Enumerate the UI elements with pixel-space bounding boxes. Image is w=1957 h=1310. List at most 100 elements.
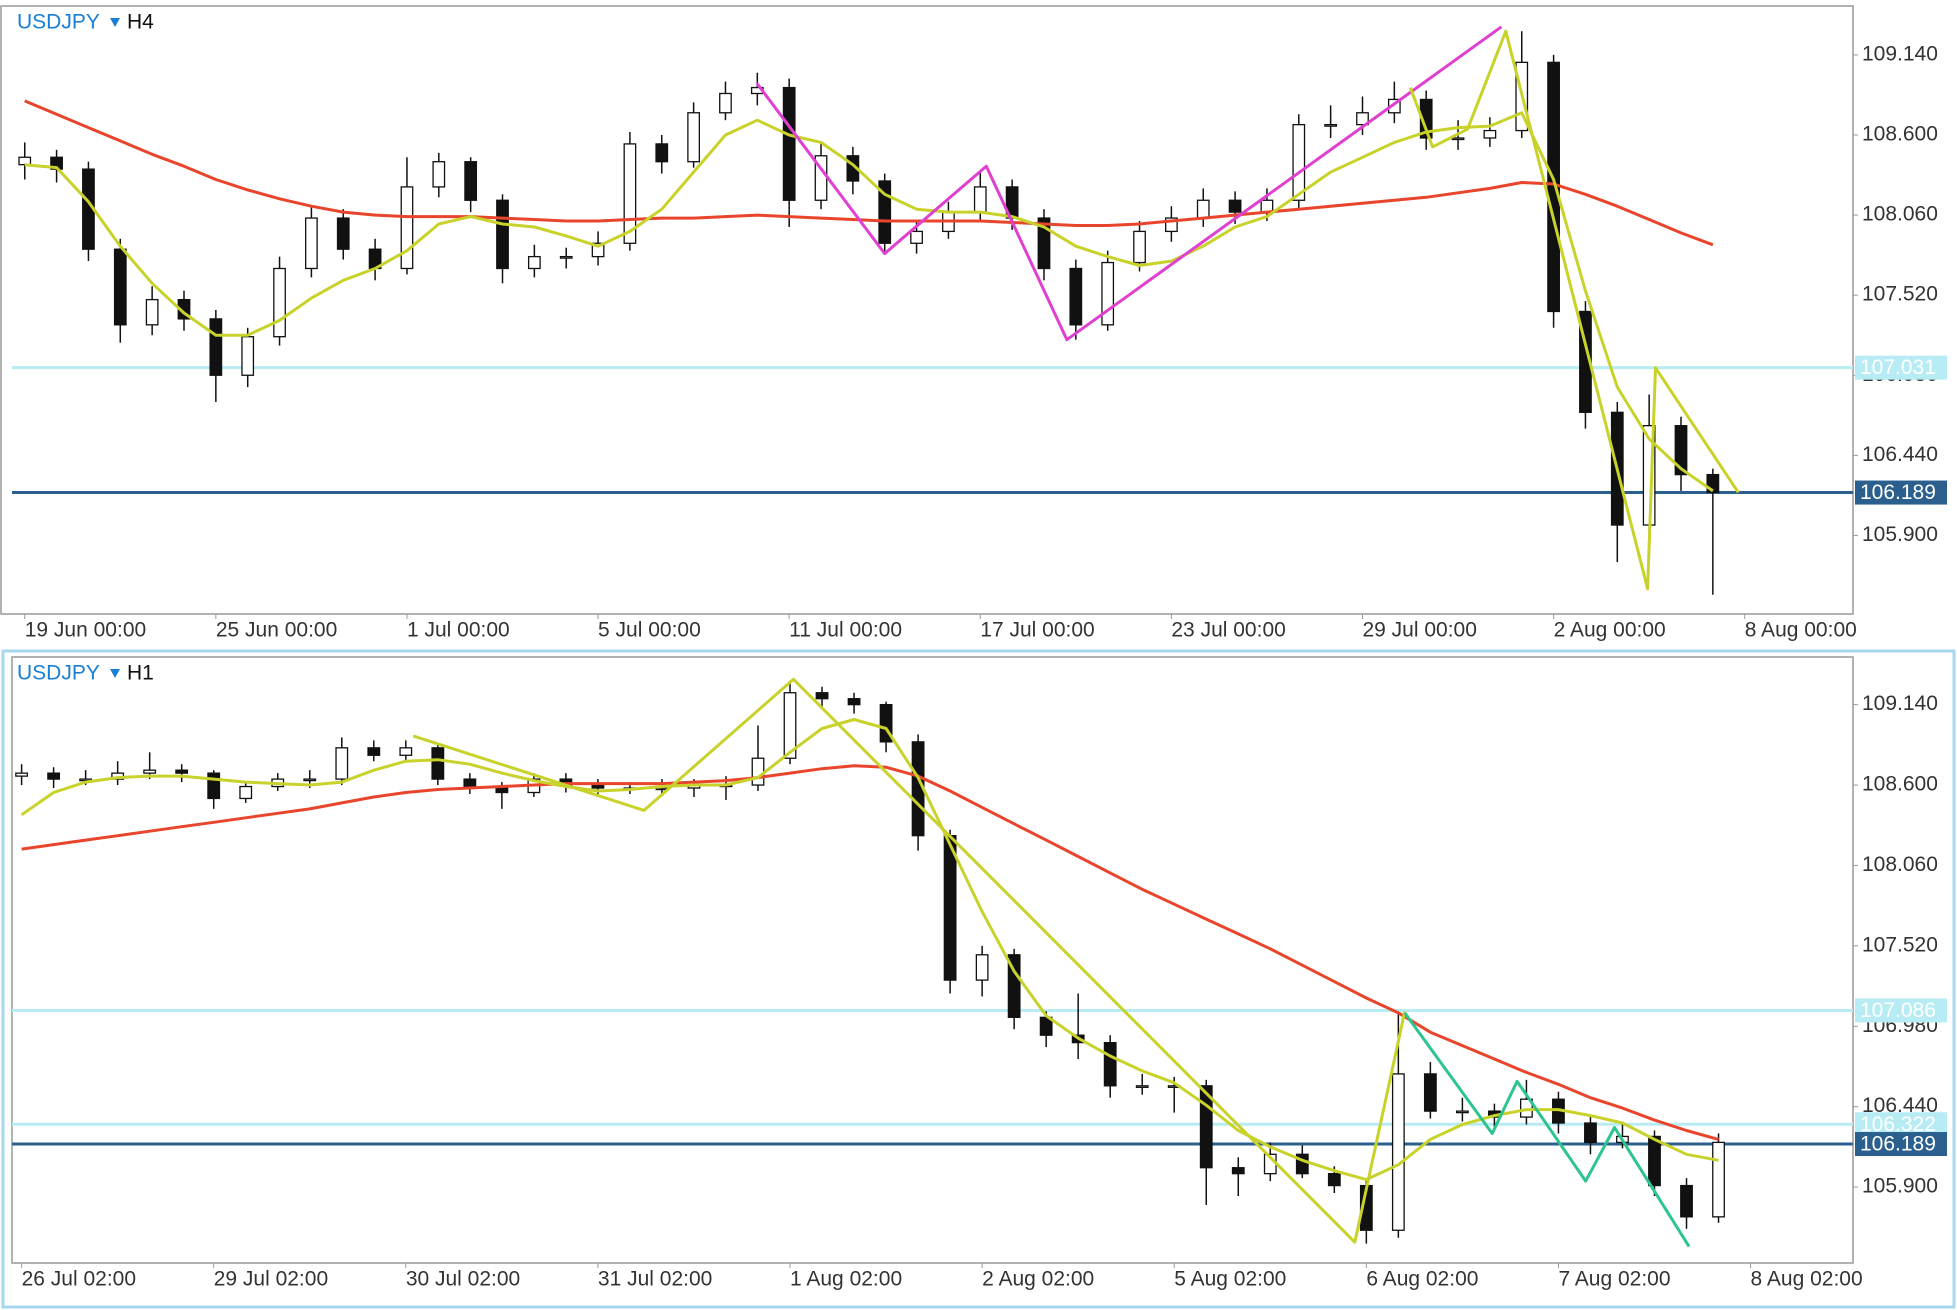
- candle-body: [15, 772, 29, 777]
- candle-body: [303, 778, 317, 782]
- candle-body: [239, 785, 253, 800]
- candle-body: [751, 757, 765, 786]
- candle-body: [527, 255, 541, 270]
- candle-body: [943, 835, 957, 981]
- candle-body: [591, 242, 605, 258]
- candle-body: [815, 692, 829, 700]
- candle-body: [241, 336, 255, 376]
- symbol[interactable]: USDJPY: [17, 662, 100, 685]
- candle-body: [305, 217, 318, 270]
- candle-body: [879, 703, 893, 743]
- candle-body: [209, 318, 223, 376]
- x-tick-label: 2 Aug 00:00: [1554, 619, 1666, 642]
- price-label-bg: [1855, 998, 1947, 1023]
- candle-body: [910, 230, 923, 244]
- candle-body: [847, 698, 861, 706]
- x-tick-label: 17 Jul 00:00: [980, 619, 1094, 642]
- candle-body: [1423, 1073, 1437, 1112]
- x-tick-label: 2 Aug 02:00: [982, 1268, 1094, 1291]
- candle-body: [400, 186, 414, 270]
- x-tick-label: 19 Jun 00:00: [25, 619, 146, 642]
- candle-body: [1196, 199, 1210, 219]
- candle-body: [143, 769, 157, 774]
- candle-body: [1199, 1085, 1213, 1169]
- symbol[interactable]: USDJPY: [17, 11, 100, 34]
- h1-frame: [11, 656, 1854, 1264]
- price-label: 106.322: [1860, 1113, 1936, 1136]
- price-label: 106.189: [1860, 1133, 1936, 1156]
- candle-body: [1451, 137, 1465, 141]
- candle-body: [1324, 123, 1338, 127]
- timeframe[interactable]: H1: [127, 662, 154, 685]
- candle-body: [1037, 217, 1051, 270]
- candle-body: [335, 747, 349, 780]
- candle-body: [1483, 129, 1497, 139]
- y-tick-label: 109.140: [1862, 42, 1938, 65]
- x-tick-label: 8 Aug 02:00: [1751, 1268, 1863, 1291]
- price-label-bg: [1855, 355, 1947, 380]
- candle-body: [1103, 1041, 1117, 1087]
- candle-body: [1327, 1173, 1341, 1187]
- x-tick-label: 1 Aug 02:00: [790, 1268, 902, 1291]
- timeframe[interactable]: H4: [127, 11, 154, 34]
- candle-body: [1165, 217, 1178, 233]
- candle-body: [367, 747, 381, 756]
- y-tick-label: 108.060: [1862, 203, 1938, 226]
- candle-body: [496, 199, 509, 270]
- y-tick-label: 109.140: [1862, 692, 1938, 715]
- candle-body: [559, 255, 573, 259]
- y-tick-label: 106.440: [1862, 443, 1938, 466]
- candle-body: [719, 92, 732, 114]
- candle-body: [47, 772, 61, 780]
- candle-body: [1292, 123, 1306, 201]
- candle-body: [145, 298, 159, 326]
- x-tick-label: 31 Jul 02:00: [598, 1268, 712, 1291]
- indicator-line: [24, 99, 1714, 247]
- candle-body: [1101, 261, 1115, 326]
- candle-body: [1648, 1135, 1661, 1187]
- candle-body: [1712, 1141, 1725, 1218]
- x-tick-label: 6 Aug 02:00: [1366, 1268, 1478, 1291]
- indicator-line: [1408, 29, 1740, 591]
- candle-body: [687, 112, 700, 163]
- x-tick-label: 29 Jul 00:00: [1362, 619, 1476, 642]
- x-tick-label: 30 Jul 02:00: [406, 1268, 520, 1291]
- candle-body: [975, 954, 989, 981]
- x-tick-label: 29 Jul 02:00: [214, 1268, 328, 1291]
- candle-body: [1680, 1184, 1693, 1218]
- candle-body: [973, 186, 987, 213]
- h4-frame: [0, 5, 1854, 615]
- candle-body: [1007, 954, 1021, 1018]
- candle-body: [207, 772, 221, 800]
- candle-body: [432, 161, 446, 188]
- x-tick-label: 5 Aug 02:00: [1174, 1268, 1286, 1291]
- y-tick-label: 105.900: [1862, 523, 1938, 546]
- price-label-bg: [1855, 1132, 1947, 1157]
- y-tick-label: 107.520: [1862, 283, 1938, 306]
- y-tick-label: 108.600: [1862, 123, 1938, 146]
- y-tick-label: 107.520: [1862, 933, 1938, 956]
- price-label: 107.086: [1860, 999, 1936, 1022]
- x-tick-label: 23 Jul 00:00: [1171, 619, 1285, 642]
- y-tick-label: 106.440: [1862, 1094, 1938, 1117]
- candle-body: [1231, 1167, 1245, 1175]
- symbol-dropdown[interactable]: [110, 669, 120, 678]
- candle-body: [1674, 425, 1688, 476]
- indicator-line: [24, 111, 1714, 493]
- candle-body: [175, 769, 189, 774]
- candle-body: [1391, 1073, 1405, 1231]
- candle-body: [1295, 1153, 1309, 1175]
- x-tick-label: 25 Jun 00:00: [216, 619, 337, 642]
- candle-body: [463, 778, 477, 788]
- price-label: 107.031: [1860, 356, 1936, 379]
- candle-body: [1228, 199, 1242, 213]
- y-tick-label: 108.060: [1862, 853, 1938, 876]
- candle-body: [1133, 230, 1146, 264]
- candle-body: [655, 143, 669, 163]
- candle-body: [273, 267, 286, 338]
- candle-body: [113, 248, 127, 326]
- candle-body: [783, 692, 797, 759]
- price-label: 106.189: [1860, 481, 1936, 504]
- symbol-dropdown[interactable]: [110, 18, 120, 27]
